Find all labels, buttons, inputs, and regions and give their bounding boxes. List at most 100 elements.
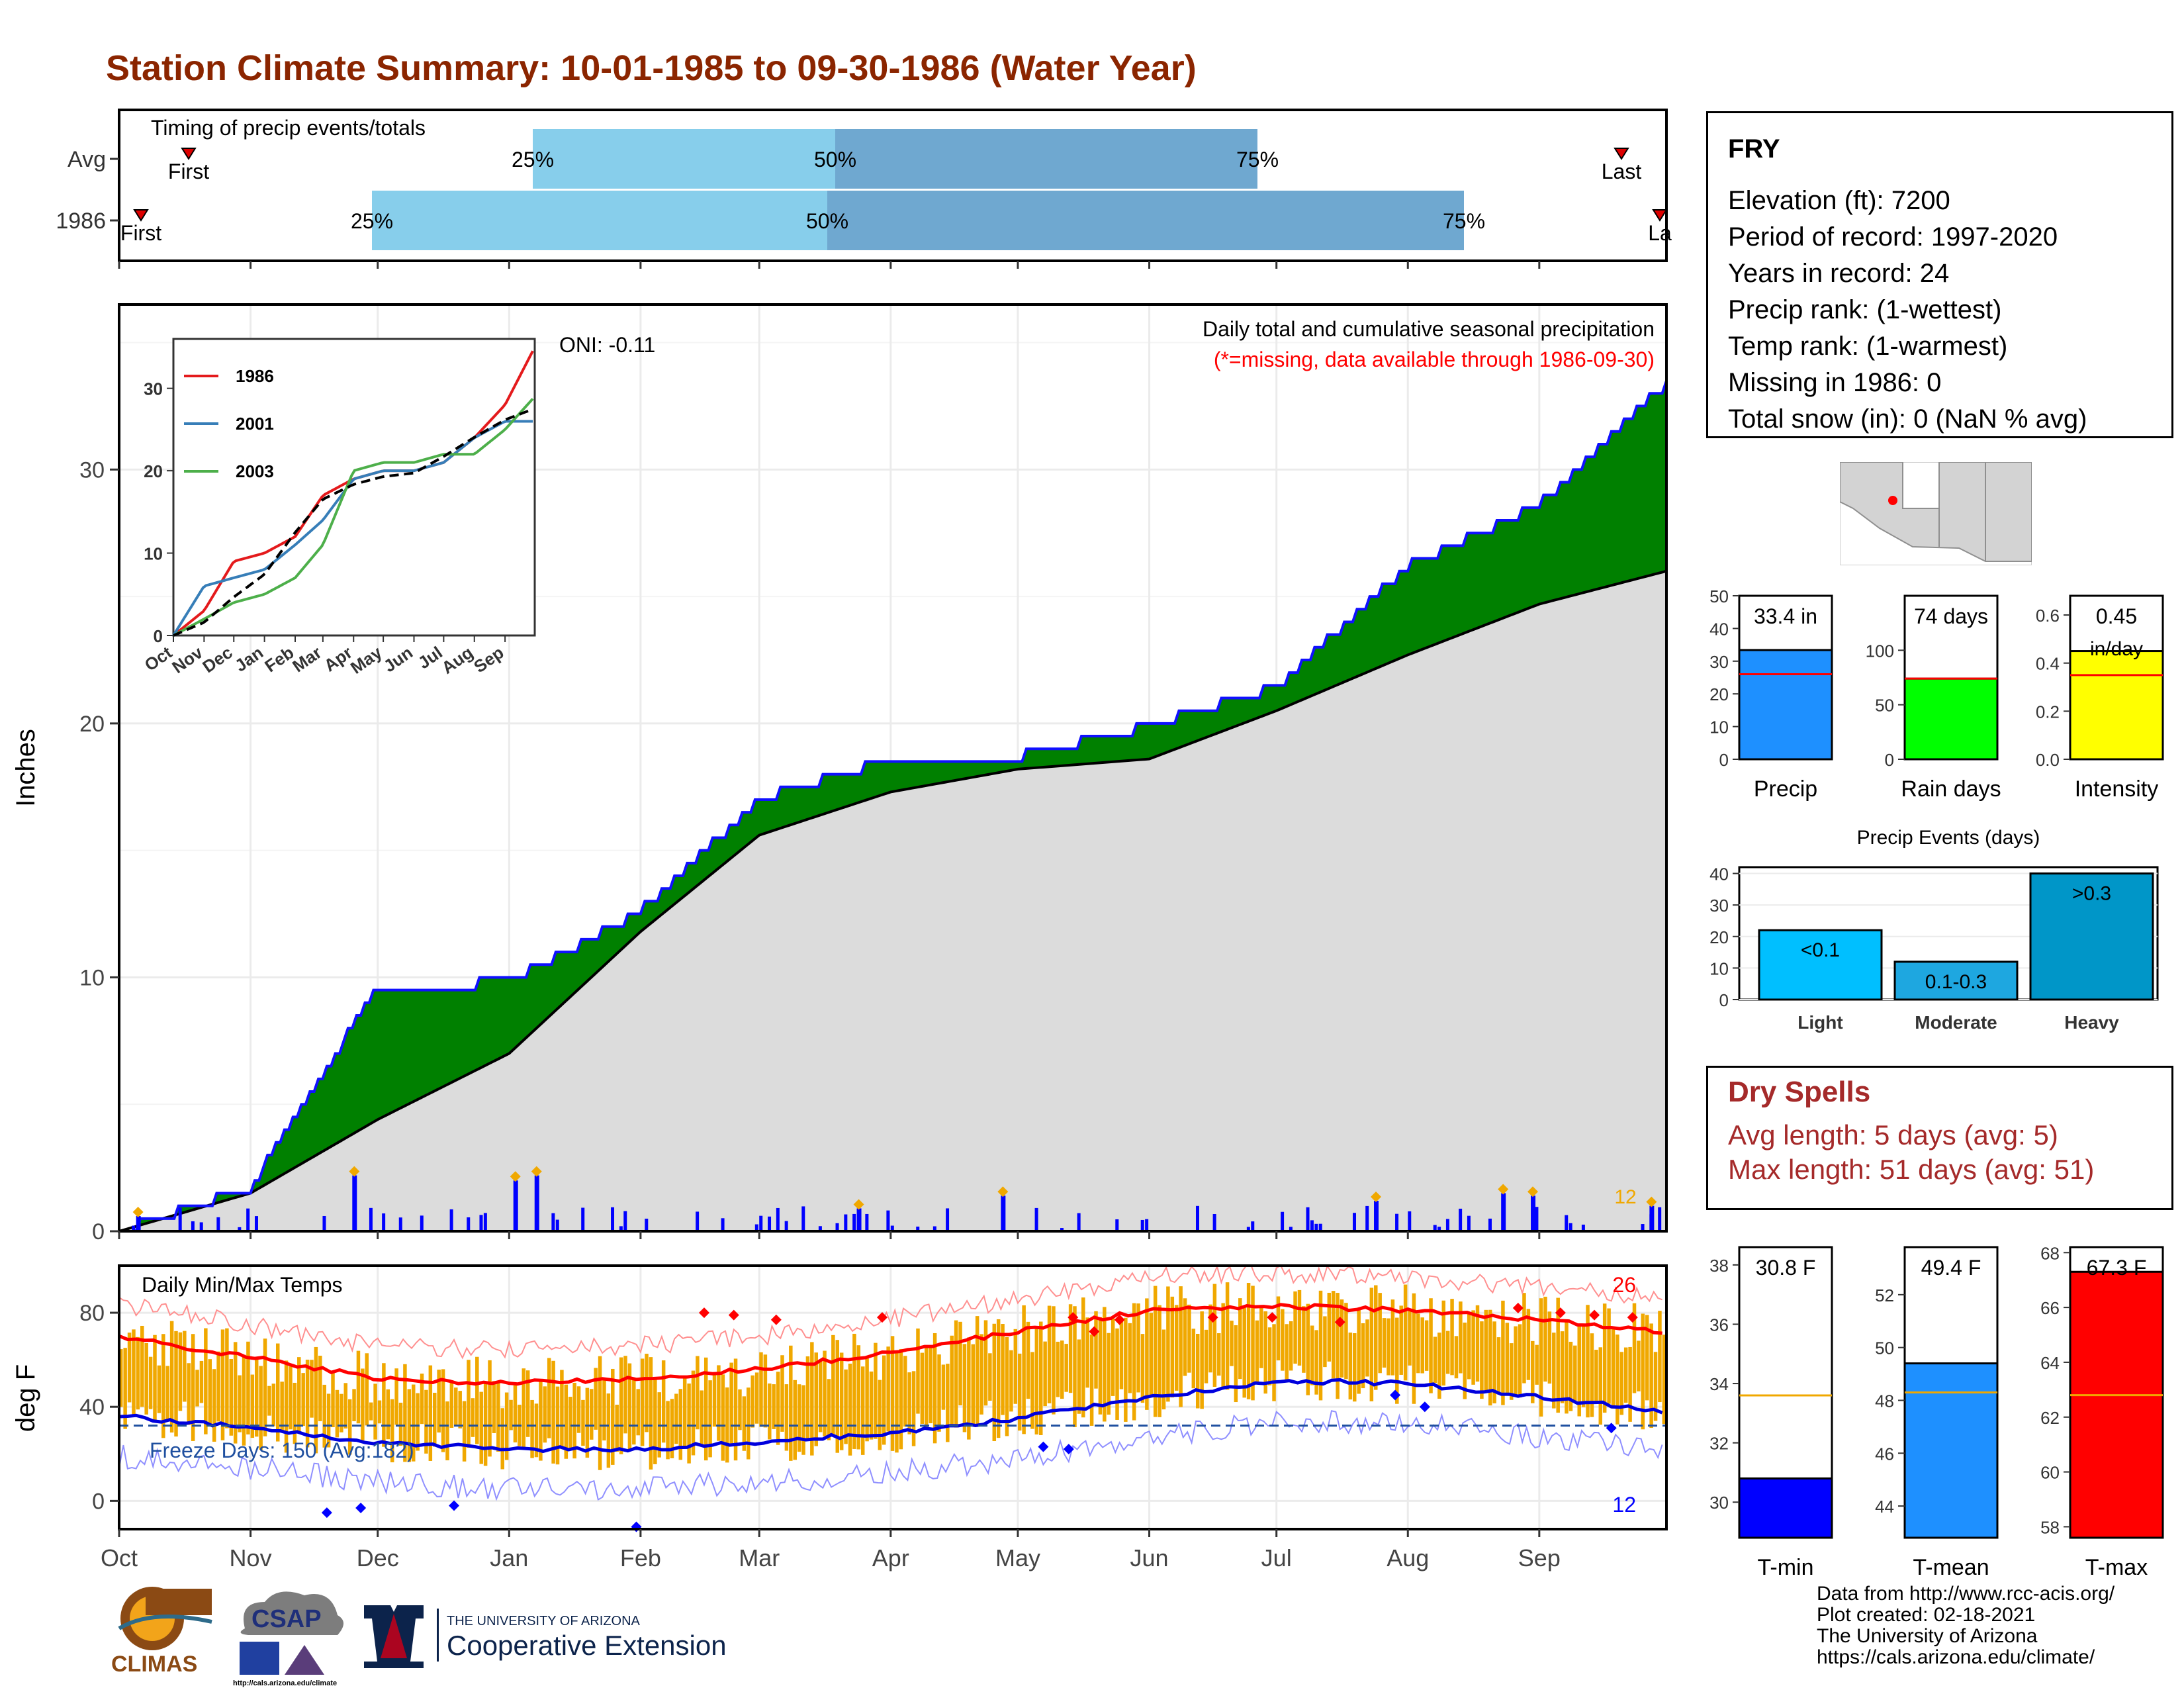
daily-precip-bar <box>784 1221 788 1231</box>
daily-temp-bar <box>191 1334 195 1441</box>
daily-temp-bar <box>284 1360 289 1453</box>
stat-bar-value-label: 74 days <box>1914 604 1988 628</box>
daily-temp-bar <box>407 1389 412 1462</box>
daily-precip-bar <box>933 1226 936 1231</box>
daily-temp-bar <box>246 1341 250 1434</box>
daily-temp-bar <box>1535 1344 1539 1385</box>
daily-precip-bar <box>865 1213 869 1231</box>
daily-temp-bar <box>454 1387 458 1425</box>
daily-temp-bar <box>539 1380 543 1461</box>
precip-ytick-label: 10 <box>79 965 105 990</box>
daily-temp-bar <box>1103 1307 1107 1422</box>
daily-temp-bar <box>1467 1313 1471 1380</box>
daily-precip-bar <box>132 1225 136 1231</box>
inset-frame <box>172 338 536 637</box>
daily-temp-bar <box>289 1366 293 1430</box>
daily-temp-bar <box>398 1403 403 1446</box>
daily-temp-bar <box>738 1389 742 1430</box>
avg-min-line <box>118 1378 1663 1454</box>
daily-temp-bar <box>1628 1346 1632 1422</box>
precip-count-label: 12 <box>1614 1186 1636 1208</box>
daily-temp-bar <box>640 1358 645 1446</box>
daily-temp-bar <box>670 1399 674 1458</box>
daily-precip-bar <box>136 1215 141 1231</box>
timing-p75: 75% <box>1443 209 1485 233</box>
daily-temp-bar <box>1208 1304 1212 1373</box>
record-min-marker <box>355 1503 367 1514</box>
record-min-marker <box>449 1500 460 1511</box>
daily-precip-bar <box>696 1211 700 1231</box>
daily-temp-bar <box>996 1319 1001 1438</box>
stat-bar-ytick-label: 32 <box>1709 1434 1729 1454</box>
daily-precip-bar <box>534 1175 539 1231</box>
events-bar-label: >0.3 <box>2072 883 2111 905</box>
daily-temp-bar <box>305 1359 310 1448</box>
daily-temp-bar <box>823 1350 827 1436</box>
daily-precip-marker <box>1498 1184 1509 1195</box>
daily-temp-bar <box>844 1369 848 1444</box>
stat-bar-name: T-max <box>2085 1555 2148 1580</box>
station-line: Missing in 1986: 0 <box>1728 368 1942 397</box>
month-label: Oct <box>101 1544 138 1571</box>
stat-bar-fill <box>1738 1477 1833 1539</box>
daily-temp-bar <box>1140 1334 1145 1403</box>
daily-temp-bar <box>1276 1296 1281 1361</box>
max-count-label: 26 <box>1612 1273 1636 1297</box>
daily-temp-bar <box>1289 1321 1293 1371</box>
daily-precip-bar <box>551 1213 555 1231</box>
daily-temp-bar <box>331 1370 335 1428</box>
dry-spells-avg: Avg length: 5 days (avg: 5) <box>1728 1119 2058 1150</box>
daily-temp-bar <box>1119 1318 1124 1389</box>
daily-temp-bar <box>297 1357 301 1434</box>
last-label: Last <box>1602 160 1642 183</box>
stat-bar-ytick-label: 10 <box>1709 718 1729 737</box>
daily-temp-bar <box>717 1365 721 1441</box>
daily-temp-bar <box>178 1332 183 1411</box>
freeze-days-label: Freeze Days: 150 (Avg:182) <box>150 1438 414 1462</box>
avg-cumulative-line <box>118 569 1667 1233</box>
daily-temp-bar <box>1068 1304 1073 1393</box>
daily-temp-bar <box>572 1382 576 1459</box>
daily-precip-bar <box>1306 1207 1310 1231</box>
daily-temp-bar <box>1200 1311 1204 1409</box>
daily-temp-bar <box>271 1383 276 1427</box>
page-title: Station Climate Summary: 10-01-1985 to 0… <box>106 48 1197 88</box>
daily-temp-bar <box>1013 1329 1018 1404</box>
daily-temp-bar <box>1573 1345 1577 1401</box>
record-min-marker <box>1390 1389 1401 1401</box>
stat-bar-value-unit: in/day <box>2090 638 2143 660</box>
timing-label: Timing of precip events/totals <box>151 116 426 140</box>
daily-temp-bar <box>471 1398 475 1437</box>
stat-bar-ytick-label: 66 <box>2040 1298 2060 1318</box>
daily-precip-bar <box>449 1209 453 1231</box>
daily-temp-bar <box>1022 1305 1026 1434</box>
daily-temp-bar <box>369 1402 373 1421</box>
daily-precip-bar <box>1501 1193 1506 1231</box>
daily-temp-bar <box>674 1393 678 1444</box>
inset-legend-label: 2003 <box>236 461 274 481</box>
stat-bar-ytick-label: 64 <box>2040 1353 2060 1373</box>
daily-temp-bar <box>903 1356 907 1427</box>
record-max-marker <box>728 1309 739 1321</box>
inset-avg-line <box>173 408 533 637</box>
daily-temp-bar <box>204 1328 208 1434</box>
daily-temp-bar <box>839 1352 844 1450</box>
daily-temp-bar <box>1212 1284 1217 1387</box>
daily-temp-bar <box>827 1379 831 1440</box>
daily-temp-bar <box>1492 1321 1496 1404</box>
daily-temp-bar <box>983 1320 988 1406</box>
daily-temp-bar <box>1107 1333 1111 1415</box>
daily-precip-bar <box>322 1215 326 1231</box>
first-marker <box>133 209 149 222</box>
precip-subtitle: (*=missing, data available through 1986-… <box>1214 348 1655 371</box>
daily-temp-bar <box>1496 1337 1501 1395</box>
precip-frame <box>118 303 1668 1233</box>
inset-ytick-label: 30 <box>144 379 163 399</box>
daily-temp-bar <box>1089 1335 1094 1426</box>
daily-precip-bar <box>479 1215 483 1231</box>
daily-temp-bar <box>445 1401 449 1461</box>
daily-precip-marker <box>132 1206 144 1217</box>
daily-temp-bar <box>1387 1318 1390 1376</box>
daily-temp-bar <box>1179 1286 1183 1407</box>
daily-precip-bar <box>420 1215 424 1231</box>
